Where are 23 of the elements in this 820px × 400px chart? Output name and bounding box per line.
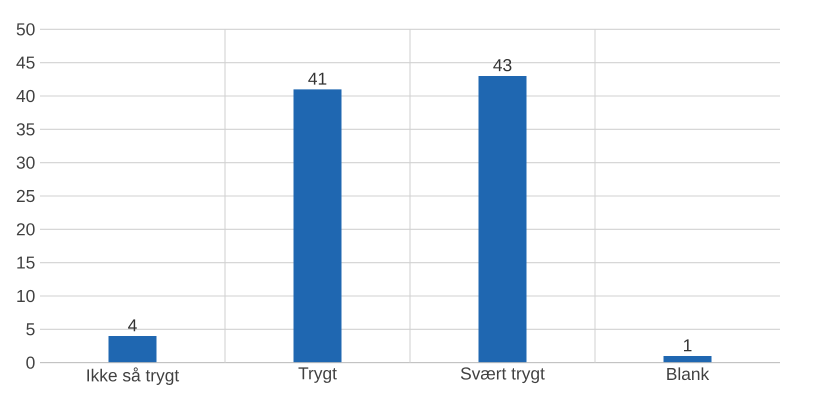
- y-tick-label: 0: [26, 356, 35, 369]
- x-tick-label: Ikke så trygt: [87, 367, 180, 385]
- bar: [294, 89, 342, 363]
- data-label: 41: [308, 72, 326, 85]
- y-tick-label: 25: [16, 190, 35, 202]
- y-tick-label: 20: [16, 223, 35, 236]
- y-tick-label: 15: [17, 256, 35, 269]
- y-tick-label: 50: [16, 23, 35, 36]
- bar: [664, 356, 712, 363]
- y-tick-label: 10: [17, 290, 35, 302]
- bar: [478, 76, 527, 363]
- x-tick-label: Svært trygt: [460, 367, 545, 384]
- x-tick-label: Trygt: [298, 367, 337, 383]
- x-tick-label: Blank: [667, 367, 710, 380]
- y-tick-label: 35: [16, 123, 35, 136]
- y-tick-label: 30: [16, 156, 35, 169]
- data-label: 43: [493, 59, 512, 72]
- y-tick-label: 40: [16, 90, 35, 102]
- bar: [108, 336, 157, 363]
- y-tick-label: 45: [16, 56, 35, 69]
- y-tick-label: 5: [26, 323, 35, 336]
- data-label: 4: [128, 319, 137, 332]
- data-label: 1: [684, 339, 692, 352]
